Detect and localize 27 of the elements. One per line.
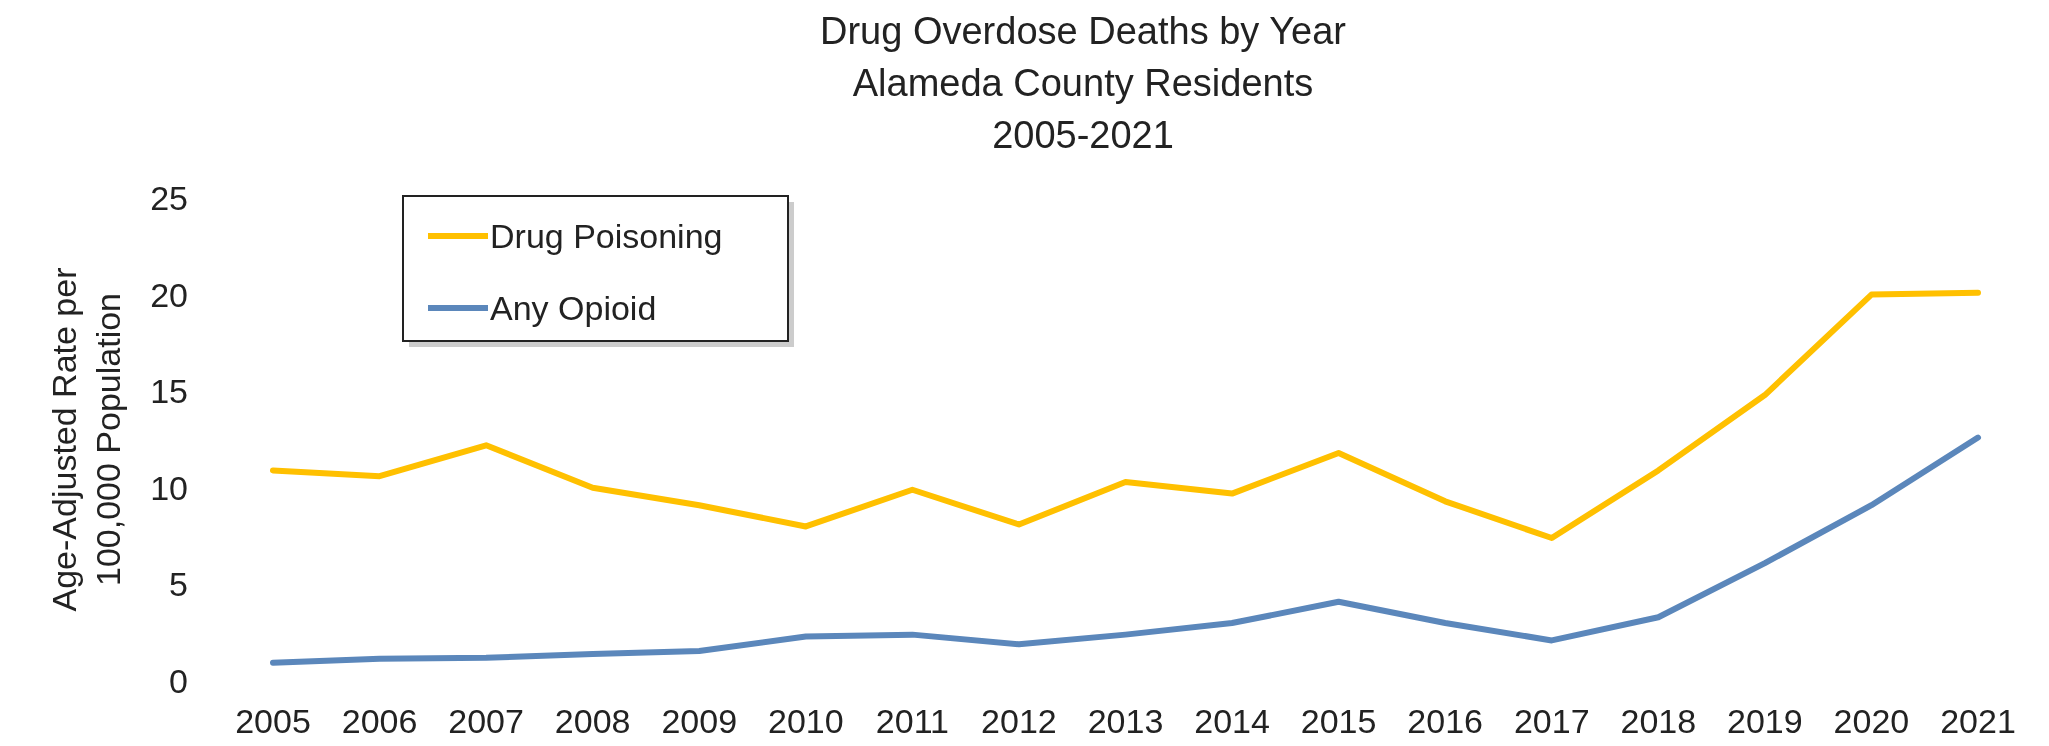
- y-tick-label: 10: [150, 468, 188, 507]
- x-tick-label: 2013: [1087, 702, 1164, 740]
- y-tick-label: 25: [150, 179, 188, 217]
- x-tick-label: 2018: [1620, 702, 1697, 740]
- x-tick-label: 2007: [448, 702, 524, 740]
- x-tick-label: 2015: [1300, 702, 1377, 740]
- x-tick-label: 2010: [767, 702, 844, 740]
- x-tick-label: 2005: [235, 702, 311, 740]
- x-tick-label: 2020: [1833, 702, 1910, 740]
- x-tick-label: 2006: [341, 702, 418, 740]
- y-tick-label: 20: [150, 275, 188, 314]
- x-tick-label: 2019: [1727, 702, 1803, 740]
- x-tick-label: 2011: [875, 702, 949, 740]
- x-tick-label: 2008: [554, 702, 631, 740]
- y-axis-title: Age-Adjusted Rate per 100,000 Population: [45, 267, 127, 612]
- x-tick-label: 2014: [1194, 702, 1270, 740]
- y-tick-label: 0: [169, 662, 188, 700]
- x-tick-label: 2016: [1407, 702, 1484, 740]
- x-tick-label: 2017: [1513, 702, 1590, 740]
- x-tick-label: 2021: [1940, 702, 2016, 740]
- legend-label: Any Opioid: [490, 289, 657, 327]
- y-tick-label: 5: [169, 565, 188, 604]
- x-tick-label: 2009: [661, 702, 738, 740]
- chart-title: Drug Overdose Deaths by Year Alameda County Residents 2005-2021: [820, 10, 1347, 156]
- legend-label: Drug Poisoning: [490, 217, 723, 255]
- x-tick-label: 2012: [981, 702, 1057, 740]
- y-tick-label: 15: [150, 372, 188, 411]
